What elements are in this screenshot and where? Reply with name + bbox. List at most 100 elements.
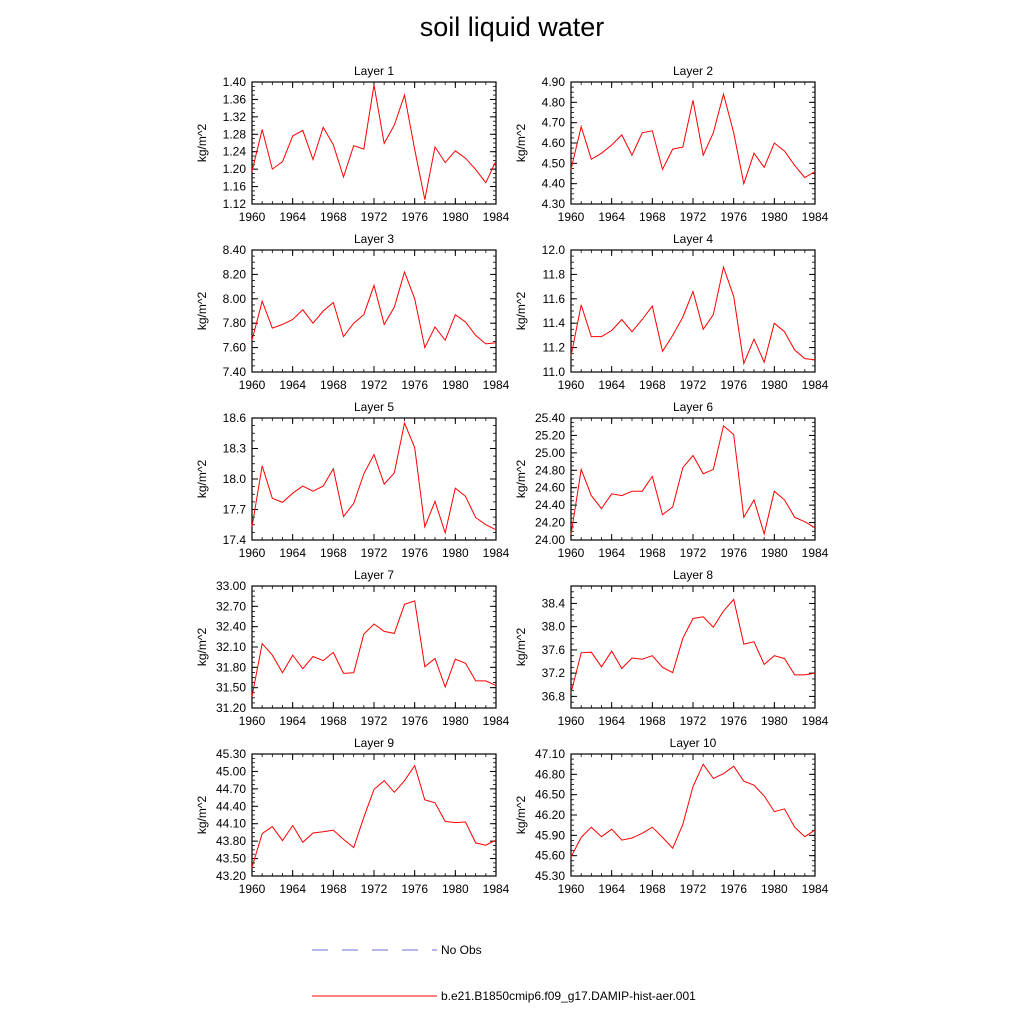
y-axis-label: kg/m^2 [195,124,209,163]
x-tick-label: 1976 [720,210,747,224]
x-tick-label: 1964 [598,882,625,896]
panel-title: Layer 5 [354,400,394,414]
y-tick-label: 7.80 [223,316,247,330]
y-tick-label: 46.80 [535,767,565,781]
x-tick-label: 1984 [483,882,510,896]
series-line [251,84,497,200]
x-tick-label: 1976 [720,714,747,728]
y-tick-label: 1.12 [223,197,247,211]
legend-label-2: b.e21.B1850cmip6.f09_g17.DAMIP-hist-aer.… [441,989,696,1003]
x-tick-label: 1968 [320,882,347,896]
plot-frame [251,417,497,541]
y-tick-label: 33.00 [216,579,246,593]
x-tick-label: 1964 [598,210,625,224]
x-tick-label: 1960 [239,210,266,224]
y-tick-label: 17.4 [223,533,247,547]
y-axis-label: kg/m^2 [195,796,209,835]
y-tick-label: 8.00 [223,292,247,306]
x-tick-label: 1984 [802,882,829,896]
y-tick-label: 32.70 [216,599,246,613]
y-tick-label: 46.20 [535,808,565,822]
y-tick-label: 18.6 [223,411,247,425]
x-tick-label: 1968 [639,882,666,896]
y-tick-label: 47.10 [535,747,565,761]
panel-10: Layer 10 1960 1964 1968 1972 1976 1980 1984 45.3… [514,736,829,896]
x-tick-label: 1984 [483,714,510,728]
y-tick-label: 4.80 [542,95,566,109]
panel-title: Layer 3 [354,232,394,246]
x-tick-label: 1960 [239,546,266,560]
x-tick-label: 1960 [239,882,266,896]
y-tick-label: 1.20 [223,162,247,176]
x-tick-label: 1980 [442,210,469,224]
series-line [570,424,816,536]
y-tick-label: 45.90 [535,828,565,842]
y-tick-label: 1.36 [223,92,247,106]
x-tick-label: 1964 [598,378,625,392]
y-tick-label: 4.40 [542,177,566,191]
series-line [570,763,816,858]
y-tick-label: 1.16 [223,180,247,194]
x-tick-label: 1964 [279,378,306,392]
panel-5: Layer 5 1960 1964 1968 1972 1976 1980 1984 17.4 1… [195,400,510,560]
x-tick-label: 1960 [558,546,585,560]
x-tick-label: 1972 [680,714,707,728]
x-tick-label: 1972 [361,546,388,560]
x-tick-label: 1980 [442,378,469,392]
x-tick-label: 1980 [442,714,469,728]
y-tick-label: 25.20 [535,428,565,442]
panel-7: Layer 7 1960 1964 1968 1972 1976 1980 1984 31.20… [195,568,510,728]
y-tick-label: 38.0 [542,620,566,634]
x-tick-label: 1972 [680,210,707,224]
y-tick-label: 25.00 [535,446,565,460]
x-tick-label: 1968 [639,714,666,728]
y-tick-label: 4.90 [542,75,566,89]
x-tick-label: 1972 [361,714,388,728]
x-tick-label: 1968 [639,378,666,392]
panel-8: Layer 8 1960 1964 1968 1972 1976 1980 1984 36.8 3… [514,568,829,728]
y-axis-label: kg/m^2 [195,292,209,331]
y-tick-label: 45.30 [216,747,246,761]
x-tick-label: 1980 [761,378,788,392]
x-tick-label: 1964 [598,714,625,728]
x-tick-label: 1968 [639,546,666,560]
x-tick-label: 1972 [680,378,707,392]
x-tick-label: 1976 [401,210,428,224]
y-tick-label: 24.20 [535,516,565,530]
x-tick-label: 1972 [680,882,707,896]
y-tick-label: 18.3 [223,442,247,456]
x-tick-label: 1976 [401,546,428,560]
x-tick-label: 1968 [639,210,666,224]
y-tick-label: 44.10 [216,817,246,831]
y-tick-label: 11.0 [543,365,566,379]
x-tick-label: 1972 [361,882,388,896]
x-tick-label: 1964 [279,546,306,560]
x-tick-label: 1984 [802,210,829,224]
x-tick-label: 1976 [720,546,747,560]
y-tick-label: 36.8 [542,689,566,703]
x-tick-label: 1984 [802,546,829,560]
y-tick-label: 8.20 [223,267,247,281]
y-tick-label: 43.80 [216,834,246,848]
x-tick-label: 1960 [239,378,266,392]
y-tick-label: 32.40 [216,620,246,634]
y-tick-label: 44.40 [216,799,246,813]
x-tick-label: 1980 [761,546,788,560]
y-tick-label: 24.60 [535,481,565,495]
x-tick-label: 1984 [802,378,829,392]
y-tick-label: 45.00 [216,764,246,778]
y-axis-label: kg/m^2 [514,292,528,331]
x-tick-label: 1980 [761,210,788,224]
y-axis-label: kg/m^2 [195,460,209,499]
panel-3: Layer 3 1960 1964 1968 1972 1976 1980 1984 7.40 7… [195,232,510,392]
series-line [251,600,497,697]
panel-title: Layer 2 [673,64,713,78]
y-tick-label: 4.30 [542,197,566,211]
y-tick-label: 17.7 [223,503,247,517]
series-line [570,92,816,186]
plot-frame [251,249,497,373]
x-tick-label: 1976 [401,882,428,896]
y-tick-label: 32.10 [216,640,246,654]
plot-frame [570,417,816,541]
